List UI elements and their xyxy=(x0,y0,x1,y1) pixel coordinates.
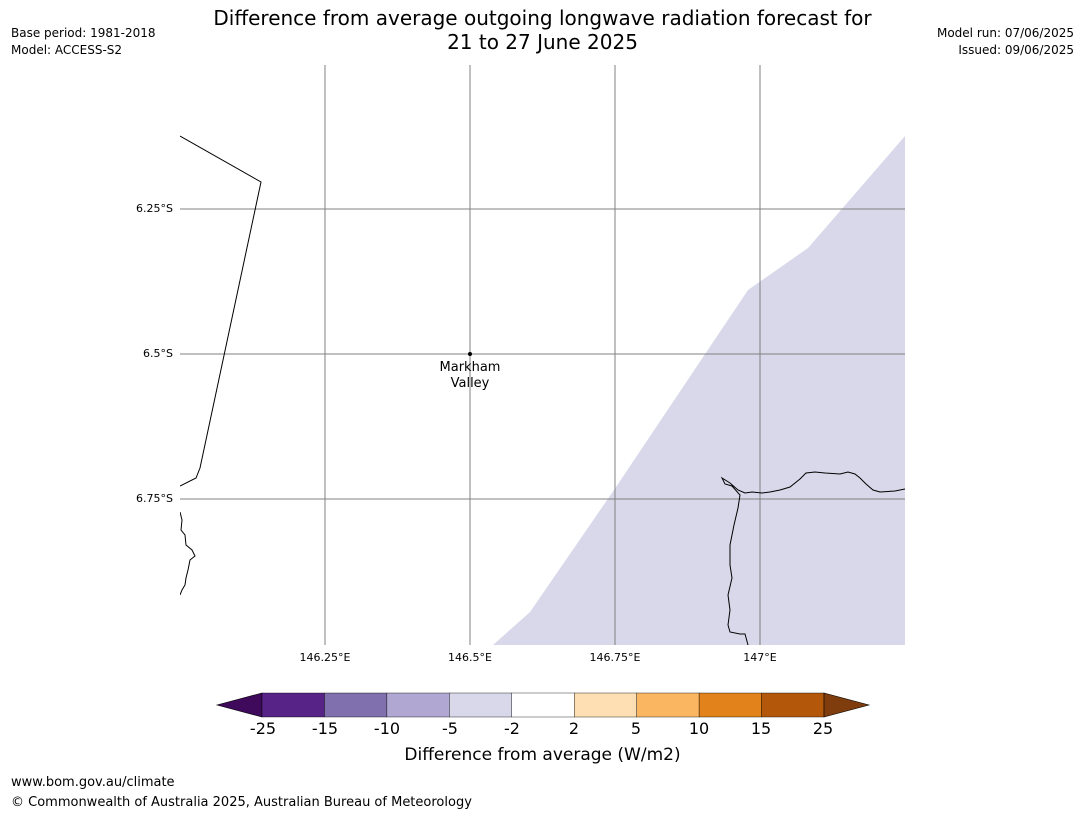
shaded-region xyxy=(493,136,905,645)
colorbar-tick-4: -2 xyxy=(504,719,520,738)
lat-label-6-75: 6.75°S xyxy=(136,492,173,505)
lon-label-146-75: 146.75°E xyxy=(589,651,641,664)
coastline-right xyxy=(720,471,905,645)
coastline-left xyxy=(180,511,196,596)
lon-label-147: 147°E xyxy=(743,651,777,664)
colorbar-tick-9: 25 xyxy=(812,719,834,738)
lat-label-6-5: 6.5°S xyxy=(143,347,173,360)
colorbar-tick-8: 15 xyxy=(750,719,772,738)
colorbar-title: Difference from average (W/m2) xyxy=(404,745,681,765)
colorbar-tick-0: -25 xyxy=(249,719,277,738)
map-area xyxy=(180,65,905,645)
base-period: Base period: 1981-2018 xyxy=(11,26,156,40)
issued-date: Issued: 09/06/2025 xyxy=(958,43,1074,57)
place-label-markham-valley: Markham Valley xyxy=(420,360,520,392)
title-line-2: 21 to 27 June 2025 xyxy=(447,30,638,54)
colorbar-tick-7: 10 xyxy=(688,719,710,738)
colorbar-tick-2: -10 xyxy=(373,719,401,738)
meta-right: Model run: 07/06/2025 Issued: 09/06/2025 xyxy=(937,25,1074,59)
markham-valley-marker xyxy=(468,352,472,356)
colorbar-tick-3: -5 xyxy=(442,719,458,738)
boundary-line xyxy=(180,135,262,487)
model-run: Model run: 07/06/2025 xyxy=(936,26,1074,40)
colorbar-tick-6: 5 xyxy=(630,719,642,738)
lat-label-6-25: 6.25°S xyxy=(136,202,173,215)
footer-copyright: © Commonwealth of Australia 2025, Austra… xyxy=(11,795,472,810)
colorbar-tick-5: 2 xyxy=(568,719,580,738)
lon-label-146-5: 146.5°E xyxy=(448,651,492,664)
place-name-line-2: Valley xyxy=(450,376,490,391)
colorbar-tick-1: -15 xyxy=(311,719,339,738)
model-name: Model: ACCESS-S2 xyxy=(11,43,123,57)
place-name-line-1: Markham xyxy=(439,360,501,375)
footer-url[interactable]: www.bom.gov.au/climate xyxy=(11,775,175,790)
lon-label-146-25: 146.25°E xyxy=(299,651,351,664)
meta-left: Base period: 1981-2018 Model: ACCESS-S2 xyxy=(11,25,156,59)
chart-title: Difference from average outgoing longwav… xyxy=(0,6,1085,54)
title-line-1: Difference from average outgoing longwav… xyxy=(213,6,872,30)
